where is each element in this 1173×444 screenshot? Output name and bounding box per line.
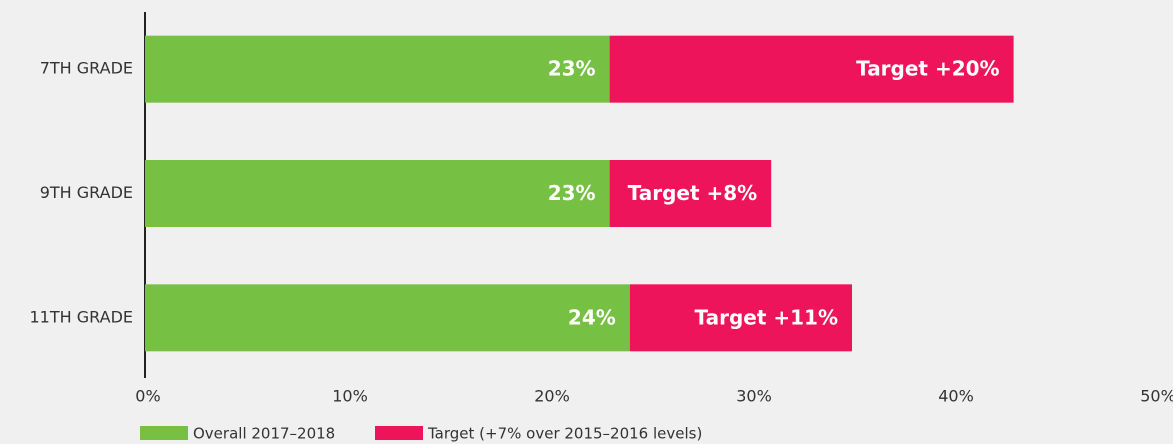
category-label: 11TH GRADE bbox=[30, 307, 134, 326]
x-tick-label: 50% bbox=[1140, 387, 1173, 406]
x-tick-label: 20% bbox=[534, 387, 570, 406]
legend-label: Target (+7% over 2015–2016 levels) bbox=[427, 425, 702, 443]
bar-segment bbox=[145, 160, 610, 227]
legend-swatch bbox=[375, 426, 423, 440]
bar-segment bbox=[609, 160, 772, 227]
value-label: Target +20% bbox=[856, 57, 999, 81]
legend-label: Overall 2017–2018 bbox=[193, 425, 335, 443]
bar-segment bbox=[145, 35, 610, 103]
bar-segment bbox=[609, 35, 1014, 103]
category-label: 7TH GRADE bbox=[40, 59, 133, 78]
value-label: 24% bbox=[568, 305, 616, 329]
x-tick-label: 40% bbox=[938, 387, 974, 406]
value-label: Target +11% bbox=[695, 305, 838, 329]
bar-segment bbox=[145, 284, 630, 352]
value-label: Target +8% bbox=[628, 181, 758, 205]
x-tick-label: 0% bbox=[135, 387, 160, 406]
x-tick-label: 10% bbox=[332, 387, 368, 406]
value-label: 23% bbox=[548, 57, 596, 81]
legend-swatch bbox=[140, 426, 188, 440]
category-label: 9TH GRADE bbox=[40, 183, 133, 202]
bar-segment bbox=[629, 284, 852, 352]
value-label: 23% bbox=[548, 181, 596, 205]
x-tick-label: 30% bbox=[736, 387, 772, 406]
